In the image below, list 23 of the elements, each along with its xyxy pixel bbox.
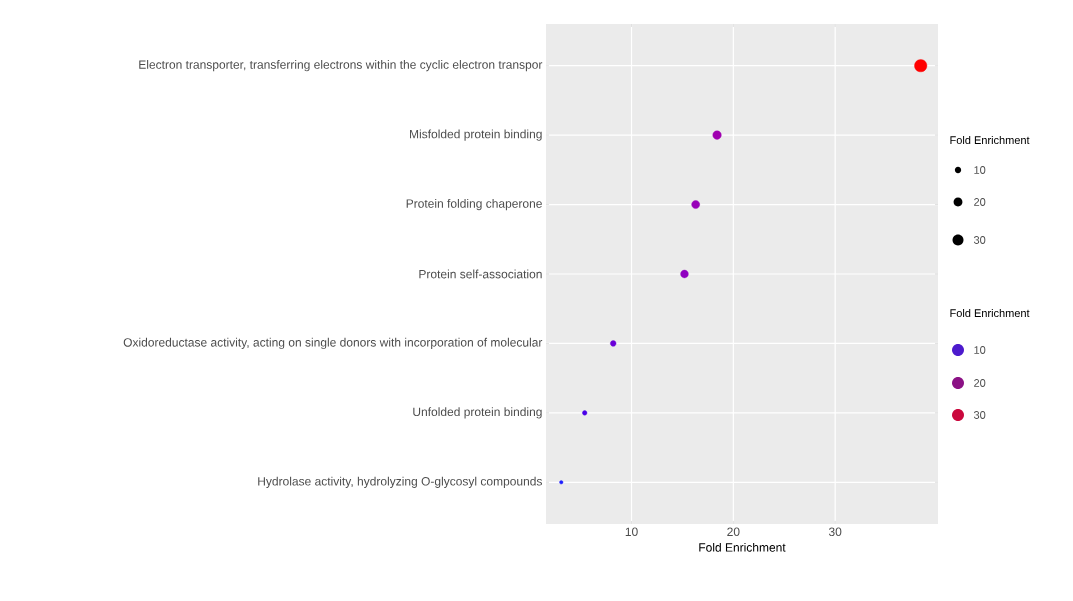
x-tick-label: 30	[828, 527, 842, 537]
x-axis-title: Fold Enrichment	[699, 542, 786, 552]
text: 30	[973, 411, 986, 419]
legend-title: Fold Enrichment	[950, 135, 1030, 145]
y-tick-label: Hydrolase activity, hydrolyzing O-glycosyl compounds	[258, 476, 542, 488]
legend-label: 20	[974, 198, 986, 206]
x-tick-label: 10	[625, 527, 638, 537]
legend-label: 10	[974, 166, 986, 174]
point	[712, 130, 722, 140]
y-tick-label: Protein self-association	[419, 269, 542, 279]
text: 10	[974, 346, 986, 354]
point	[610, 340, 617, 347]
point	[680, 269, 689, 279]
y-tick-label: Misfolded protein binding	[410, 129, 542, 141]
y-tick-label: Protein folding chaperone	[406, 198, 542, 211]
legend-label: 30	[973, 236, 986, 244]
y-tick-label: Unfolded protein binding	[413, 407, 542, 419]
point	[691, 200, 700, 209]
y-tick-label: Electron transporter, transferring electrons within the cyclic electron transpor	[139, 60, 543, 72]
x-tick-label: 20	[727, 527, 740, 537]
text: 20	[974, 379, 986, 387]
y-tick-label: Oxidoreductase activity, acting on single donors with incorporation of molecular	[123, 337, 543, 350]
color-bar-title: Fold Enrichment	[950, 308, 1030, 318]
